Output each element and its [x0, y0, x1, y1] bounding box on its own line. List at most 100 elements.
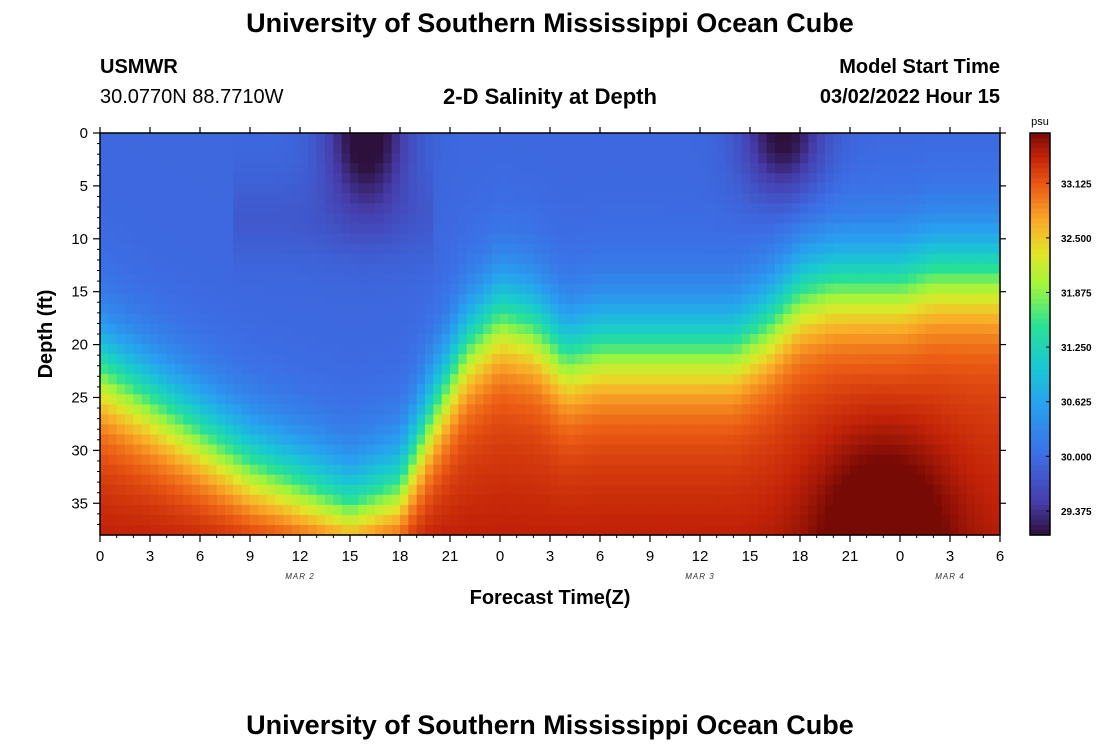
heatmap-cell: [283, 494, 293, 506]
heatmap-cell: [783, 293, 793, 305]
heatmap-cell: [158, 183, 168, 194]
heatmap-cell: [641, 203, 651, 214]
heatmap-cell: [750, 344, 759, 355]
heatmap-cell: [100, 384, 109, 395]
heatmap-cell: [141, 494, 151, 506]
heatmap-cell: [225, 344, 234, 355]
heatmap-cell: [241, 183, 251, 194]
heatmap-cell: [833, 323, 843, 335]
heatmap-cell: [975, 364, 984, 375]
heatmap-cell: [833, 183, 843, 194]
heatmap-cell: [775, 183, 784, 194]
heatmap-cell: [775, 203, 784, 214]
heatmap-cell: [275, 354, 284, 365]
heatmap-cell: [641, 344, 651, 355]
heatmap-cell: [825, 313, 834, 325]
heatmap-cell: [766, 414, 776, 426]
heatmap-cell: [466, 283, 476, 295]
heatmap-cell: [100, 213, 109, 225]
x-date-label: MAR 2: [285, 572, 314, 581]
heatmap-cell: [641, 193, 651, 204]
heatmap-cell: [600, 404, 609, 415]
heatmap-cell: [316, 183, 326, 194]
heatmap-cell: [225, 514, 234, 526]
heatmap-cell: [858, 143, 868, 154]
heatmap-cell: [525, 313, 534, 325]
colorbar-segment: [1030, 178, 1050, 184]
heatmap-cell: [733, 514, 743, 526]
heatmap-cell: [283, 193, 293, 204]
heatmap-cell: [258, 223, 268, 235]
colorbar-segment: [1030, 529, 1050, 536]
heatmap-cell: [583, 444, 593, 456]
heatmap-cell: [341, 474, 351, 486]
heatmap-cell: [533, 243, 543, 255]
heatmap-cell: [641, 273, 651, 285]
heatmap-cell: [175, 434, 184, 446]
heatmap-cell: [616, 444, 626, 456]
heatmap-cell: [466, 163, 476, 174]
heatmap-cell: [208, 334, 218, 345]
heatmap-cell: [133, 173, 143, 184]
heatmap-cell: [283, 384, 293, 395]
heatmap-cell: [308, 233, 318, 245]
heatmap-cell: [908, 233, 918, 245]
heatmap-cell: [700, 404, 709, 415]
station-coordinates: 30.0770N 88.7710W: [100, 86, 284, 108]
heatmap-cell: [891, 323, 901, 335]
heatmap-cell: [141, 434, 151, 446]
heatmap-cell: [158, 313, 168, 325]
heatmap-cell: [358, 143, 368, 154]
heatmap-cell: [766, 213, 776, 225]
heatmap-cell: [883, 213, 893, 225]
heatmap-cell: [591, 414, 601, 426]
heatmap-cell: [550, 193, 559, 204]
heatmap-cell: [958, 414, 968, 426]
heatmap-cell: [333, 273, 343, 285]
heatmap-cell: [791, 414, 801, 426]
heatmap-cell: [275, 283, 284, 295]
heatmap-cell: [800, 374, 809, 385]
heatmap-cell: [516, 243, 526, 255]
heatmap-cell: [125, 374, 134, 385]
heatmap-cell: [258, 394, 268, 405]
heatmap-cell: [625, 364, 634, 375]
y-tick-label: 20: [71, 337, 88, 354]
heatmap-cell: [741, 424, 751, 436]
heatmap-cell: [700, 253, 709, 265]
heatmap-cell: [325, 253, 334, 265]
heatmap-cell: [675, 233, 684, 245]
heatmap-cell: [466, 133, 476, 144]
colorbar-segment: [1030, 133, 1050, 139]
heatmap-cell: [616, 183, 626, 194]
heatmap-cell: [491, 364, 501, 375]
heatmap-cell: [808, 163, 818, 174]
heatmap-cell: [141, 163, 151, 174]
heatmap-cell: [883, 183, 893, 194]
heatmap-cell: [783, 414, 793, 426]
heatmap-cell: [575, 183, 584, 194]
heatmap-cell: [533, 293, 543, 305]
heatmap-cell: [891, 203, 901, 214]
heatmap-cell: [933, 183, 943, 194]
heatmap-cell: [241, 213, 251, 225]
heatmap-cell: [216, 444, 226, 456]
heatmap-cell: [783, 283, 793, 295]
y-tick-label: 5: [80, 178, 88, 195]
heatmap-cell: [408, 484, 418, 496]
heatmap-cell: [425, 494, 434, 506]
heatmap-cell: [116, 223, 126, 235]
heatmap-cell: [108, 233, 118, 245]
heatmap-cell: [216, 233, 226, 245]
heatmap-cell: [891, 263, 901, 275]
heatmap-cell: [308, 283, 318, 295]
heatmap-cell: [741, 344, 751, 355]
heatmap-cell: [250, 434, 259, 446]
heatmap-cell: [600, 504, 609, 516]
heatmap-cell: [358, 263, 368, 275]
heatmap-cell: [875, 273, 884, 285]
colorbar-segment: [1030, 138, 1050, 144]
heatmap-cell: [875, 143, 884, 154]
heatmap-cell: [616, 334, 626, 345]
heatmap-cell: [441, 334, 451, 345]
